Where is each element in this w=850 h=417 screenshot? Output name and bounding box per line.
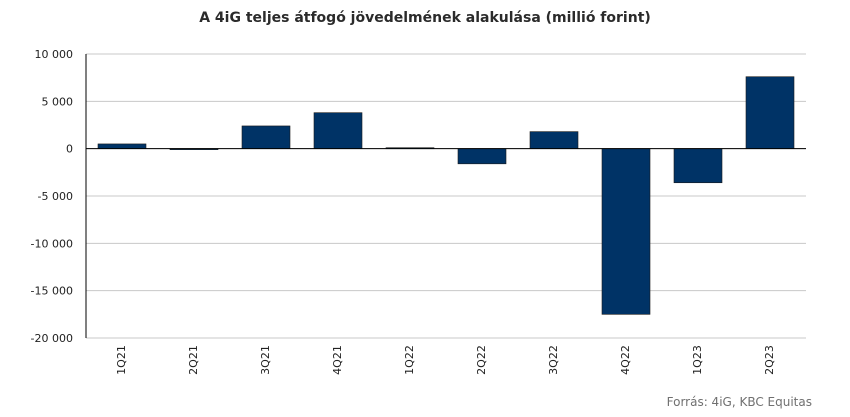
x-tick-label: 3Q21: [259, 345, 272, 375]
y-tick-label: -10 000: [31, 237, 73, 250]
bars: [97, 76, 795, 315]
y-tick-label: 0: [66, 143, 73, 156]
x-tick-label: 3Q22: [547, 345, 560, 375]
bar-4Q21: [313, 112, 363, 149]
y-tick-label: 5 000: [42, 95, 74, 108]
y-axis-ticks: 10 000 5 000 0 -5 000 -10 000 -15 000 -20 000: [31, 48, 73, 345]
bar-3Q22: [529, 131, 579, 149]
x-tick-label: 1Q23: [691, 345, 704, 375]
x-tick-label: 2Q22: [475, 345, 488, 375]
y-tick-label: -15 000: [31, 285, 73, 298]
source-note: Forrás: 4iG, KBC Equitas: [666, 395, 812, 409]
chart-title: A 4iG teljes átfogó jövedelmének alakulá…: [199, 10, 651, 26]
x-tick-label: 1Q22: [403, 345, 416, 375]
bar-4Q22: [601, 148, 651, 315]
bar-2Q22: [457, 148, 507, 165]
x-tick-label: 2Q21: [187, 345, 200, 375]
y-tick-label: 10 000: [35, 48, 74, 61]
x-tick-label: 4Q22: [619, 345, 632, 375]
bar-1Q21: [97, 143, 147, 149]
bar-2Q23: [745, 76, 795, 149]
bar-3Q21: [241, 125, 291, 149]
gridlines: [86, 53, 806, 339]
x-tick-label: 1Q21: [115, 345, 128, 375]
y-tick-label: -20 000: [31, 332, 73, 345]
x-axis-ticks: 1Q21 2Q21 3Q21 4Q21 1Q22 2Q22 3Q22 4Q22 1Q23 2Q23: [115, 345, 776, 375]
bar-1Q23: [673, 148, 723, 184]
x-tick-label: 4Q21: [331, 345, 344, 375]
y-tick-label: -5 000: [38, 190, 73, 203]
x-tick-label: 2Q23: [763, 345, 776, 375]
